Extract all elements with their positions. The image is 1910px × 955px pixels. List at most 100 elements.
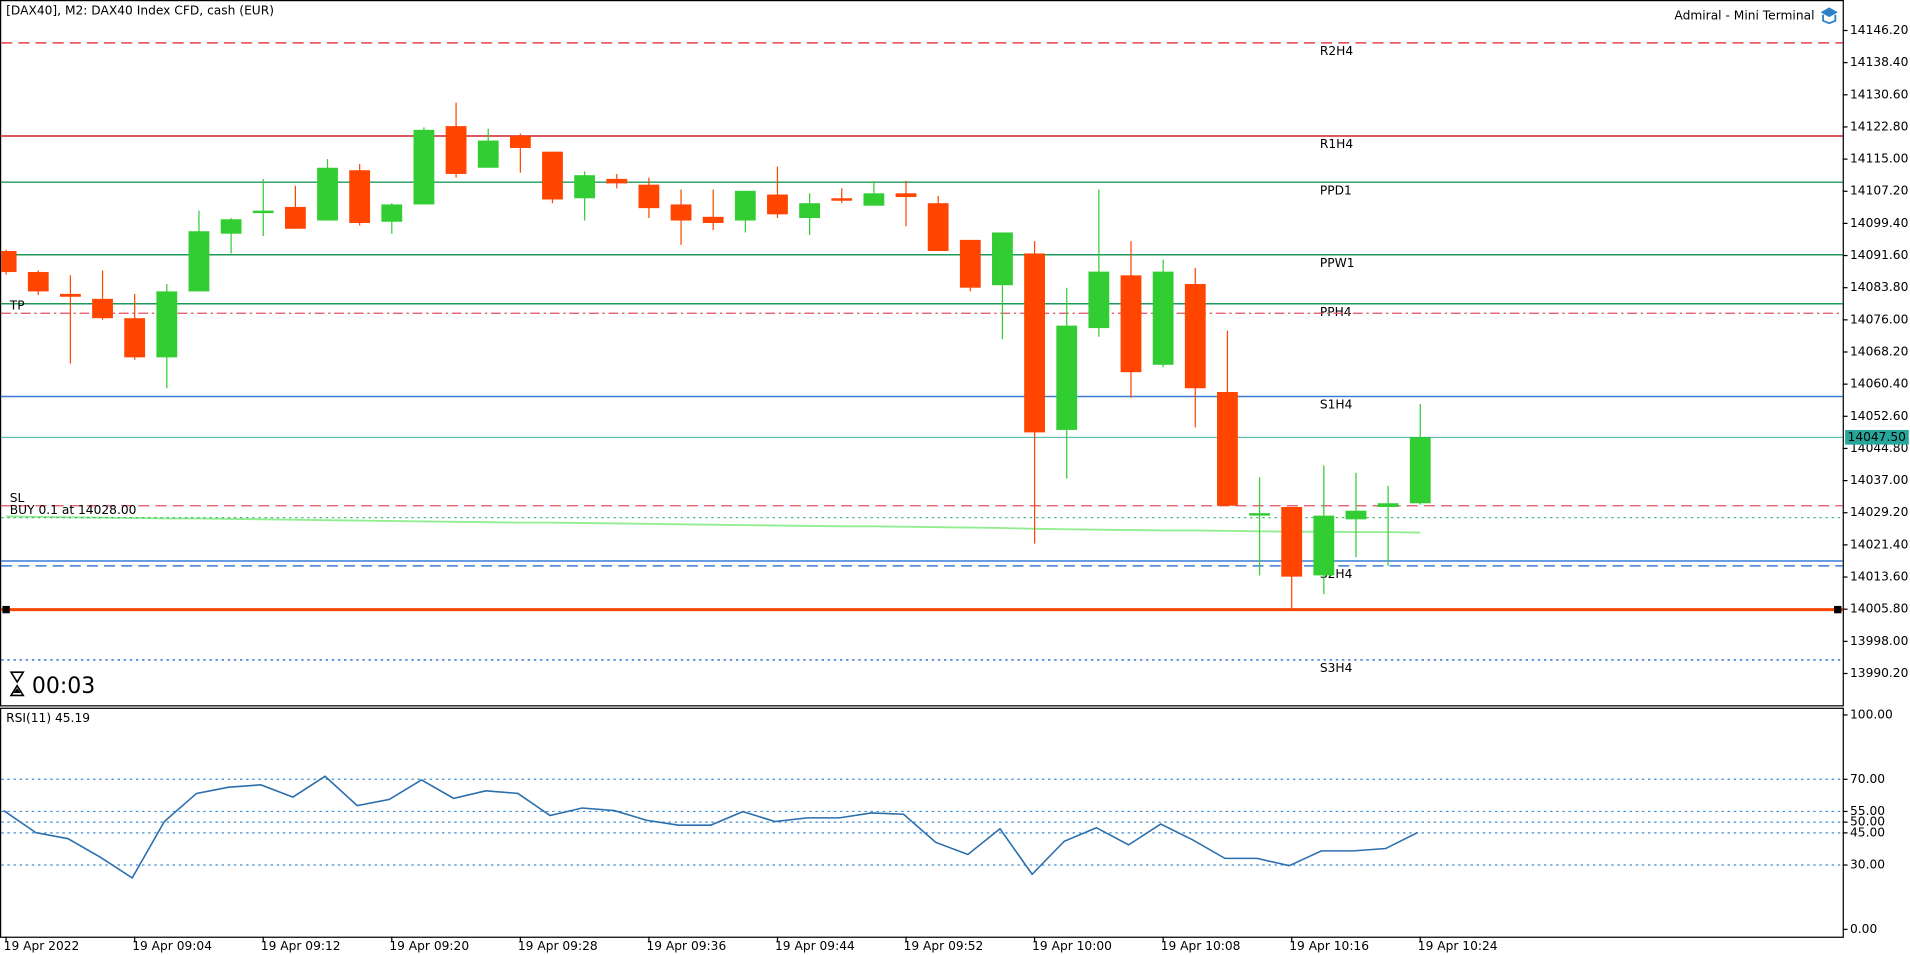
candle-body	[1409, 437, 1431, 504]
candle-body	[1249, 513, 1270, 516]
candle-body	[1088, 271, 1110, 329]
candle-body	[1313, 515, 1335, 576]
terminal-title: Admiral - Mini Terminal	[1674, 8, 1814, 22]
y-tick-label: 70.00	[1850, 772, 1885, 786]
candle-body	[1281, 506, 1303, 577]
candle-body	[927, 203, 949, 252]
candle-body	[381, 204, 403, 222]
y-tick-label: 14060.40	[1850, 377, 1908, 391]
pivot-label: PPD1	[1320, 183, 1352, 197]
y-tick-label: 14005.80	[1850, 602, 1908, 616]
y-tick-label: 14021.40	[1850, 537, 1908, 551]
candle-body	[509, 136, 531, 148]
y-tick-label: 14037.00	[1850, 473, 1908, 487]
x-tick-label: 19 Apr 2022	[4, 939, 80, 953]
y-tick-label: 14068.20	[1850, 344, 1908, 358]
candle-body	[799, 203, 821, 219]
candle-body	[606, 178, 628, 184]
pivot-label: R2H4	[1320, 44, 1353, 58]
x-tick-label: 19 Apr 10:16	[1289, 939, 1369, 953]
candle-body	[542, 151, 563, 200]
candle-body	[1056, 325, 1078, 430]
hourglass-icon	[9, 671, 25, 697]
x-tick-label: 19 Apr 10:00	[1032, 939, 1112, 953]
candle-body	[1, 251, 17, 273]
y-tick-label: 13990.20	[1850, 666, 1908, 680]
candle-body	[59, 293, 81, 297]
y-tick-label: 14013.60	[1850, 570, 1908, 584]
order-handle	[2, 605, 10, 614]
candle-body	[992, 232, 1013, 286]
candle-body	[863, 193, 885, 206]
candle-body	[317, 167, 338, 221]
y-tick-label: 14029.20	[1850, 505, 1908, 519]
candle-body	[638, 184, 660, 209]
candle-body	[1152, 271, 1174, 365]
candle-body	[445, 126, 467, 174]
candle-body	[27, 272, 49, 292]
y-tick-label: 0.00	[1850, 922, 1877, 936]
pivot-label: S1H4	[1320, 398, 1353, 412]
y-tick-label: 14083.80	[1850, 280, 1908, 294]
timer: 00:03	[32, 674, 95, 699]
main-panel-frame	[0, 0, 1844, 707]
candle-body	[156, 291, 178, 358]
y-tick-label: 55.00	[1850, 804, 1885, 818]
candle-body	[188, 231, 210, 292]
x-tick-label: 19 Apr 09:52	[904, 939, 984, 953]
y-tick-label: 100.00	[1850, 707, 1893, 721]
x-tick-label: 19 Apr 10:24	[1418, 939, 1498, 953]
candle-body	[1377, 503, 1399, 507]
candle-body	[92, 298, 113, 319]
y-tick-label: 14076.00	[1850, 312, 1908, 326]
order-handle	[1834, 605, 1842, 614]
candle-body	[670, 204, 692, 221]
order-label: TP	[9, 298, 25, 312]
y-tick-label: 14138.40	[1850, 55, 1908, 69]
candle-body	[349, 170, 371, 223]
pivot-label: PPW1	[1320, 256, 1355, 270]
candle-body	[1120, 275, 1142, 373]
x-tick-label: 19 Apr 09:36	[646, 939, 726, 953]
pivot-label: PPH4	[1320, 305, 1352, 319]
x-tick-label: 19 Apr 09:04	[132, 939, 212, 953]
y-tick-label: 14115.00	[1850, 152, 1908, 166]
candle-body	[284, 206, 306, 229]
x-tick-label: 19 Apr 09:12	[261, 939, 341, 953]
bid-label: 14047.50	[1848, 430, 1906, 444]
moving-average	[6, 515, 1421, 534]
y-tick-label: 14091.60	[1850, 248, 1908, 262]
y-tick-label: 13998.00	[1850, 634, 1908, 648]
candle-body	[895, 193, 917, 198]
pivot-label: S3H4	[1320, 661, 1353, 675]
candle-body	[413, 129, 435, 205]
price-panel: 14146.20 14138.40 14130.60 14122.80 14115.00…	[1, 23, 1909, 680]
chart-title: [DAX40], M2: DAX40 Index CFD, cash (EUR)	[6, 4, 274, 18]
bid-label-box	[1845, 429, 1909, 445]
rsi-title: RSI(11) 45.19	[6, 711, 90, 725]
candle-body	[702, 216, 724, 223]
y-tick-label: 14146.20	[1850, 23, 1908, 37]
candle-body	[831, 198, 853, 201]
pivot-label: R1H4	[1320, 137, 1353, 151]
rsi-line	[3, 775, 1419, 880]
y-tick-label: 14099.40	[1850, 216, 1908, 230]
y-tick-label: 45.00	[1850, 825, 1885, 839]
y-tick-label: 14122.80	[1850, 119, 1908, 133]
x-tick-label: 19 Apr 09:28	[518, 939, 598, 953]
candle-body	[252, 210, 274, 214]
candle-body	[1345, 510, 1367, 520]
candle-body	[959, 239, 981, 288]
y-tick-label: 30.00	[1850, 858, 1885, 872]
y-tick-label: 14130.60	[1850, 87, 1908, 101]
x-tick-label: 19 Apr 09:44	[775, 939, 855, 953]
y-tick-label: 14052.60	[1850, 409, 1908, 423]
candle-body	[1217, 391, 1238, 506]
candle-body	[734, 190, 756, 221]
candle-body	[574, 175, 596, 199]
candle-body	[1184, 283, 1206, 389]
